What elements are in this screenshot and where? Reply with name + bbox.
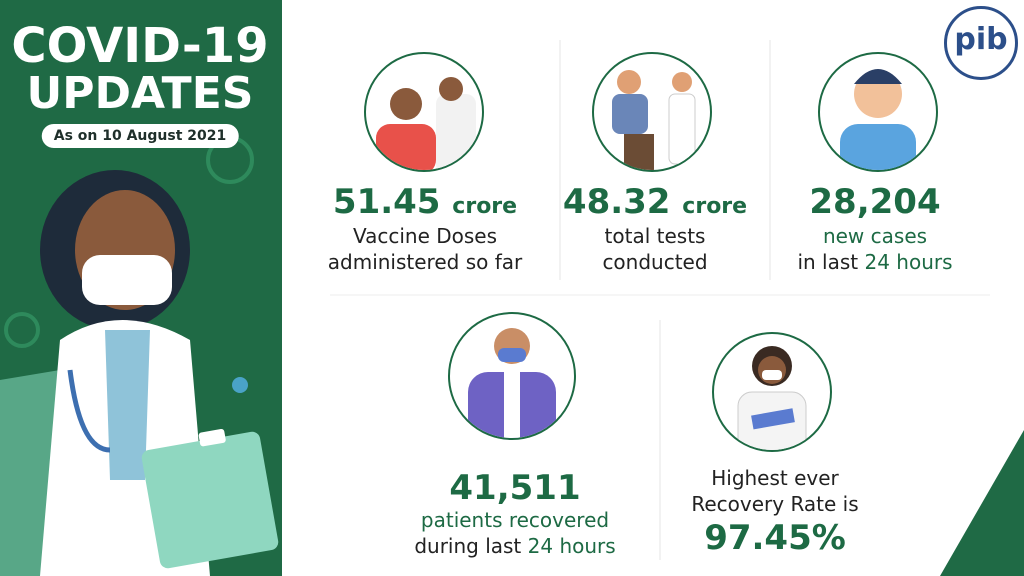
stat-label: new cases xyxy=(822,224,928,248)
stat-label: patients recovered xyxy=(420,508,610,532)
stat-number: 48.32 xyxy=(562,182,671,222)
stat-value: 48.32 crore xyxy=(563,182,747,222)
stat-label-text: Recovery Rate is xyxy=(691,492,859,516)
stat-label: conducted xyxy=(602,250,707,274)
stat-value: 28,204 xyxy=(809,182,940,222)
stat-unit: crore xyxy=(682,194,748,219)
stat-number: 51.45 xyxy=(332,182,441,222)
illustration xyxy=(818,52,938,172)
stat-number: 41,511 xyxy=(449,468,581,508)
stat-label: in last 24 hours xyxy=(797,250,952,274)
stat-label: during last 24 hours xyxy=(414,534,615,558)
stat-value: 41,511 xyxy=(449,468,580,508)
stat-label: administered so far xyxy=(328,250,522,274)
stat-label: Recovery Rate is xyxy=(691,492,858,516)
illustration xyxy=(364,52,484,172)
stat-label-text: in last xyxy=(797,250,859,274)
logo: pib xyxy=(944,6,1018,80)
stat-label-text: during last xyxy=(414,534,522,558)
stat-value: 97.45% xyxy=(704,518,846,558)
illustration xyxy=(448,312,576,440)
title-line: COVID-19 xyxy=(11,18,269,74)
illustration xyxy=(592,52,712,172)
stat-label: Vaccine Doses xyxy=(352,224,498,248)
stat-number: 97.45% xyxy=(704,518,846,558)
stat-highlight: 24 hours xyxy=(864,250,953,274)
title-line: UPDATES xyxy=(26,68,254,119)
stat-value: 51.45 crore xyxy=(333,182,517,222)
stat-label: total tests xyxy=(604,224,706,248)
stat-label-text: conducted xyxy=(602,250,708,274)
stat-label-text: administered so far xyxy=(327,250,523,274)
stat-highlight: 24 hours xyxy=(527,534,616,558)
date-pill: As on 10 August 2021 xyxy=(41,124,239,148)
stat-label: Highest ever xyxy=(711,466,839,490)
stat-unit: crore xyxy=(452,194,518,219)
illustration xyxy=(712,332,832,452)
stat-number: 28,204 xyxy=(809,182,941,222)
